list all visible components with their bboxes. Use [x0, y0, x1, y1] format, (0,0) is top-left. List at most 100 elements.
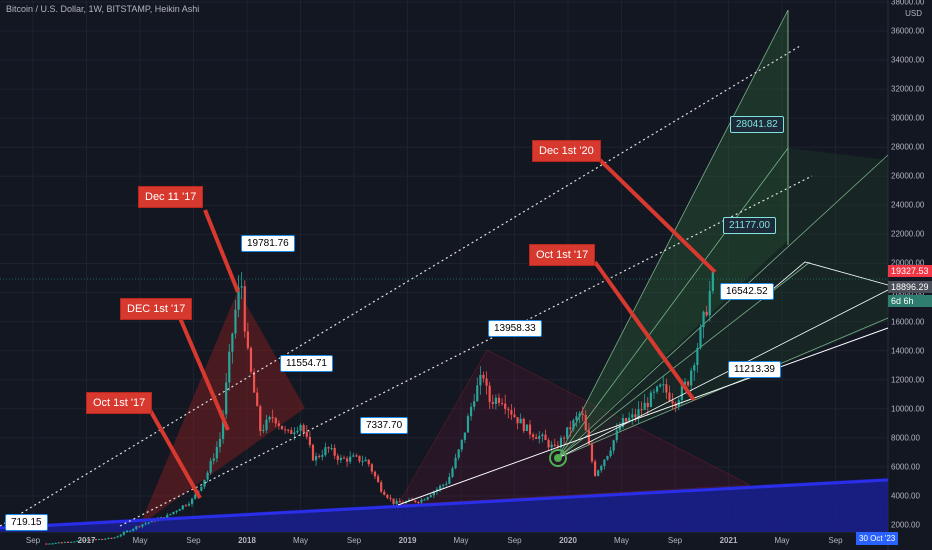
label-dec-1st-17[interactable]: DEC 1st '17	[120, 298, 193, 320]
candle-body	[256, 392, 259, 407]
candle-body	[237, 287, 240, 310]
candle-body	[553, 444, 556, 446]
fan-area-2	[558, 148, 888, 458]
candle-body	[138, 526, 141, 528]
candle-body	[175, 510, 178, 512]
candle-body	[290, 430, 293, 435]
candle-body	[618, 426, 621, 431]
candle-body	[376, 476, 380, 483]
dotted-channel-upper	[0, 45, 801, 527]
target-label-28041[interactable]: 28041.82	[730, 116, 784, 133]
candle-body	[621, 418, 625, 427]
candle-body	[373, 471, 377, 477]
label-dec-1st-20[interactable]: Dec 1st '20	[532, 140, 601, 162]
candle-body	[531, 434, 535, 438]
candle-body	[603, 459, 606, 466]
candles	[45, 268, 714, 545]
candle-body	[73, 541, 76, 543]
label-pointer	[148, 409, 202, 499]
chart-title: Bitcoin / U.S. Dollar, 1W, BITSTAMP, Hei…	[6, 4, 200, 14]
price-tick-label: 30000.00	[891, 113, 925, 123]
label-719[interactable]: 719.15	[5, 514, 48, 531]
time-tick-label: Sep	[346, 536, 362, 545]
candle-body	[169, 513, 172, 515]
candle-body	[659, 384, 662, 387]
price-tick-label: 34000.00	[891, 55, 925, 65]
candle-body	[525, 424, 528, 432]
label-oct-1st-17-a[interactable]: Oct 1st '17	[86, 392, 153, 414]
time-tick-label: May	[774, 536, 790, 545]
time-tick-label: May	[132, 536, 148, 545]
candle-body	[507, 408, 510, 411]
candle-body	[194, 494, 197, 499]
candle-body	[364, 459, 367, 462]
candle-body	[113, 537, 116, 539]
candle-body	[420, 499, 423, 503]
target-label-21177[interactable]: 21177.00	[723, 217, 776, 234]
label-dec-11-17[interactable]: Dec 11 '17	[138, 186, 204, 208]
time-axis[interactable]: Sep 2017 May Sep 2018 May Sep 2019 May Sep 2020 May…	[0, 532, 888, 550]
candle-body	[491, 401, 494, 404]
candle-body	[423, 499, 426, 501]
candle-body	[57, 542, 60, 544]
candle-body	[649, 392, 652, 407]
candle-body	[361, 461, 364, 463]
label-7337[interactable]: 7337.70	[360, 417, 409, 434]
candle-body	[426, 497, 429, 500]
label-19781[interactable]: 19781.76	[241, 235, 295, 252]
candle-body	[696, 347, 699, 366]
candle-body	[370, 464, 373, 472]
candle-body	[79, 540, 82, 542]
candle-body	[513, 414, 516, 418]
candle-body	[147, 522, 150, 524]
candle-body	[259, 406, 262, 432]
label-13958[interactable]: 13958.33	[488, 320, 542, 337]
label-pointer	[178, 317, 230, 431]
time-tick-label: Sep	[186, 536, 201, 545]
candle-body	[615, 430, 618, 441]
candle-body	[566, 427, 569, 439]
candle-body	[432, 491, 435, 496]
candle-body	[60, 542, 63, 544]
candle-body	[135, 526, 138, 529]
price-tick-label: 20000.00	[891, 258, 925, 268]
prev-price-tag: 18896.29	[888, 281, 932, 293]
candle-body	[699, 327, 702, 348]
candle-body	[389, 497, 392, 499]
candle-body	[473, 401, 476, 407]
candle-body	[184, 505, 187, 507]
pivot-marker	[549, 449, 567, 467]
candle-body	[668, 392, 671, 401]
candle-body	[321, 455, 324, 457]
candle-body	[302, 425, 305, 432]
label-16542[interactable]: 16542.52	[720, 283, 774, 300]
candle-body	[435, 489, 439, 492]
candle-body	[107, 537, 110, 539]
candle-body	[355, 455, 358, 457]
candle-body	[190, 498, 194, 504]
candle-body	[597, 470, 600, 476]
candle-body	[212, 458, 215, 461]
label-11554[interactable]: 11554.71	[280, 355, 333, 372]
price-tick-label: 16000.00	[891, 317, 925, 327]
projection-line	[759, 261, 889, 301]
label-11213[interactable]: 11213.39	[728, 361, 781, 378]
candle-body	[45, 543, 48, 545]
candle-body	[203, 479, 206, 487]
time-tick-label: Sep	[828, 536, 843, 545]
dotted-channel-lower	[119, 175, 813, 527]
candle-body	[48, 543, 51, 545]
candle-body	[702, 311, 705, 328]
candle-body	[665, 384, 668, 393]
candle-body	[181, 505, 184, 510]
candle-body	[324, 447, 327, 456]
candle-body	[442, 484, 445, 486]
candle-body	[628, 417, 631, 421]
candle-body	[330, 447, 333, 449]
label-oct-1st-17-b[interactable]: Oct 1st '17	[529, 244, 596, 266]
triangle-2017	[140, 290, 305, 525]
candle-body	[66, 541, 70, 543]
candle-body	[122, 532, 125, 535]
candle-body	[249, 348, 253, 372]
